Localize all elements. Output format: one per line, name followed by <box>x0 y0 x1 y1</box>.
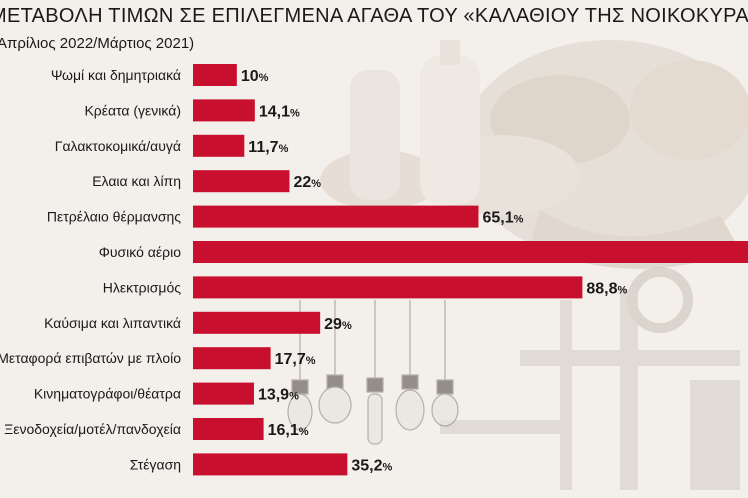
value-unit: % <box>311 178 321 190</box>
value-unit: % <box>279 143 289 155</box>
value-label: 11,7% <box>248 139 288 156</box>
bar <box>193 170 290 193</box>
value-number: 17,7 <box>275 351 306 368</box>
bar <box>193 453 348 476</box>
value-label: 10% <box>241 68 269 85</box>
bar <box>193 205 479 228</box>
value-label: 13,9% <box>258 387 299 404</box>
value-label: 88,8% <box>586 280 627 297</box>
value-label: 22% <box>293 174 321 191</box>
category-label: Ψωμί και δημητριακά <box>51 67 181 83</box>
value-unit: % <box>259 72 269 84</box>
chart-title: ΜΕΤΑΒΟΛΗ ΤΙΜΩΝ ΣΕ ΕΠΙΛΕΓΜΕΝΑ ΑΓΑΘΑ ΤΟΥ «… <box>0 5 748 27</box>
value-unit: % <box>382 461 392 473</box>
category-label: Ξενοδοχεία/μοτέλ/πανδοχεία <box>4 421 181 437</box>
value-number: 13,9 <box>258 387 289 404</box>
category-label: Γαλακτοκομικά/αυγά <box>55 138 181 154</box>
value-label: 29% <box>324 316 352 333</box>
value-number: 14,1 <box>259 103 290 120</box>
value-number: 65,1 <box>482 210 513 227</box>
value-label: 65,1% <box>482 210 523 227</box>
value-number: 22 <box>293 174 311 191</box>
value-number: 88,8 <box>586 280 617 297</box>
value-label: 35,2% <box>351 457 392 474</box>
bar <box>193 276 583 299</box>
value-unit: % <box>299 426 309 438</box>
value-label: 16,1% <box>268 422 309 439</box>
value-number: 10 <box>241 68 259 85</box>
bar <box>193 241 748 263</box>
category-label: Πετρέλαιο θέρμανσης <box>47 209 181 225</box>
value-number: 35,2 <box>351 457 382 474</box>
value-unit: % <box>289 391 299 403</box>
bar <box>193 418 264 440</box>
category-label: Κρέατα (γενικά) <box>84 102 181 118</box>
bar <box>193 311 321 334</box>
value-unit: % <box>290 107 300 119</box>
value-unit: % <box>514 214 524 226</box>
value-number: 29 <box>324 316 342 333</box>
category-label: Στέγαση <box>130 456 181 472</box>
category-label: Ηλεκτρισμός <box>103 279 181 295</box>
bar <box>193 382 254 405</box>
value-unit: % <box>342 320 352 332</box>
bar <box>193 134 245 157</box>
bar <box>193 64 237 86</box>
chart-subtitle: (Απρίλιος 2022/Μάρτιος 2021) <box>0 35 195 52</box>
value-number: 11,7 <box>248 139 278 156</box>
value-number: 16,1 <box>268 422 299 439</box>
value-label: 14,1% <box>259 103 300 120</box>
bar <box>193 347 271 370</box>
value-label: 17,7% <box>275 351 316 368</box>
category-label: Κινηματογράφοι/θέατρα <box>34 386 181 402</box>
category-label: Ελαια και λίπη <box>92 173 181 189</box>
value-unit: % <box>618 284 628 296</box>
value-unit: % <box>306 355 316 367</box>
bar <box>193 99 255 122</box>
category-label: Φυσικό αέριο <box>99 244 181 260</box>
category-label: Καύσιμα και λιπαντικά <box>44 315 181 331</box>
category-label: Μεταφορά επιβατών με πλοίο <box>0 350 181 366</box>
